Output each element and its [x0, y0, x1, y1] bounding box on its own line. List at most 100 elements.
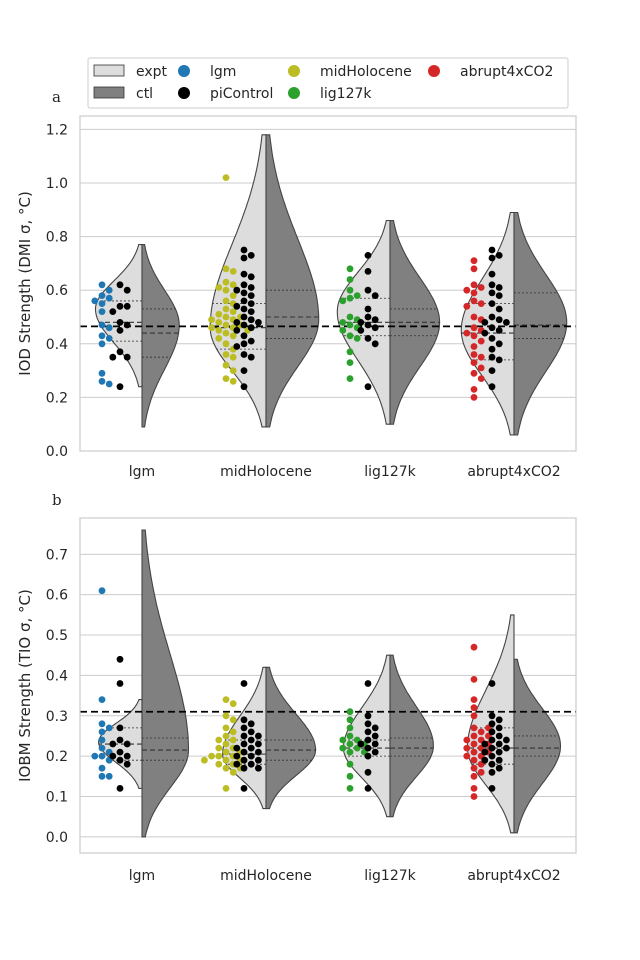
legend-swatch-ctl [93, 86, 125, 99]
x-tick-label-lig127k: lig127k [364, 464, 416, 480]
point-midholocene [222, 305, 230, 313]
point-midholocene [222, 329, 230, 337]
point-picontrol [240, 281, 248, 289]
point-abrupt4xco2 [470, 369, 478, 377]
point-picontrol [488, 736, 496, 744]
point-lgm [98, 744, 106, 752]
point-picontrol [488, 744, 496, 752]
point-picontrol [247, 728, 255, 736]
legend-label-ctl: ctl [136, 86, 153, 102]
point-lgm [105, 335, 113, 342]
point-abrupt4xco2 [470, 265, 478, 273]
point-lig127k [346, 332, 354, 340]
y-tick-label: 1.0 [46, 176, 68, 192]
point-picontrol [371, 324, 379, 332]
point-picontrol [247, 316, 255, 324]
point-picontrol [240, 748, 248, 756]
point-picontrol [488, 728, 496, 736]
point-abrupt4xco2 [470, 359, 478, 366]
point-picontrol [364, 252, 372, 259]
point-abrupt4xco2 [470, 764, 478, 772]
point-picontrol [364, 268, 372, 275]
point-picontrol [495, 764, 503, 772]
point-picontrol [488, 752, 496, 760]
point-picontrol [371, 316, 379, 324]
point-abrupt4xco2 [477, 728, 485, 736]
point-picontrol [364, 680, 372, 687]
panel-a: 0.0 0.2 0.4 0.6 0.8 1.0 1.2 lgm midHolocene lig12… [16, 115, 577, 480]
point-lig127k [346, 724, 354, 732]
point-lig127k [346, 716, 354, 724]
point-picontrol [247, 273, 255, 281]
point-picontrol [503, 319, 510, 326]
point-lig127k [346, 286, 354, 294]
point-midholocene [229, 281, 237, 289]
point-abrupt4xco2 [470, 732, 478, 740]
point-abrupt4xco2 [470, 386, 478, 393]
point-picontrol [240, 756, 248, 764]
point-midholocene [229, 332, 237, 340]
point-picontrol [255, 740, 262, 748]
point-picontrol [247, 300, 255, 307]
point-picontrol [364, 335, 372, 342]
point-picontrol [503, 744, 510, 752]
point-abrupt4xco2 [477, 364, 485, 372]
point-lig127k [346, 708, 354, 716]
point-abrupt4xco2 [470, 793, 478, 800]
point-lig127k [346, 276, 354, 283]
point-lgm [98, 292, 106, 299]
point-picontrol [495, 340, 503, 348]
point-picontrol [371, 340, 379, 348]
point-picontrol [371, 292, 379, 299]
point-abrupt4xco2 [470, 281, 478, 289]
point-lgm [98, 728, 106, 736]
point-lgm [105, 724, 113, 732]
point-abrupt4xco2 [470, 696, 478, 703]
point-picontrol [247, 324, 255, 332]
point-picontrol [109, 308, 117, 315]
point-midholocene [222, 712, 230, 720]
point-midholocene [215, 744, 223, 752]
point-lig127k [346, 760, 354, 768]
point-midholocene [215, 760, 223, 768]
legend-label-lgm: lgm [210, 64, 236, 80]
point-midholocene [215, 335, 223, 342]
point-picontrol [255, 748, 262, 756]
point-midholocene [229, 700, 237, 708]
point-midholocene [201, 756, 208, 764]
point-midholocene [222, 340, 230, 348]
ctl-violin-lgm [141, 244, 180, 428]
point-picontrol [371, 732, 379, 740]
point-lig127k [346, 348, 354, 356]
plot-frame [79, 115, 577, 452]
point-picontrol [240, 351, 248, 358]
point-lig127k [339, 744, 347, 752]
point-abrupt4xco2 [463, 736, 471, 744]
point-lig127k [346, 375, 354, 382]
point-midholocene [208, 316, 216, 324]
point-midholocene [215, 319, 223, 326]
point-picontrol [364, 785, 372, 792]
point-lgm [98, 377, 106, 385]
point-picontrol [364, 712, 372, 720]
point-picontrol [481, 329, 489, 337]
point-picontrol [495, 305, 503, 313]
point-abrupt4xco2 [470, 289, 478, 297]
point-abrupt4xco2 [470, 676, 478, 683]
legend-marker-abrupt4xco2 [428, 65, 440, 77]
point-midholocene [222, 265, 230, 273]
point-abrupt4xco2 [470, 313, 478, 321]
point-picontrol [247, 252, 255, 259]
point-picontrol [357, 740, 365, 748]
x-tick-label-midholocene: midHolocene [220, 464, 312, 480]
x-tick-label-lgm: lgm [129, 868, 155, 884]
point-picontrol [503, 736, 510, 744]
point-midholocene [229, 367, 237, 374]
point-picontrol [488, 353, 496, 361]
y-tick-label: 0.4 [46, 337, 68, 353]
point-lig127k [346, 732, 354, 740]
point-picontrol [488, 760, 496, 768]
point-picontrol [488, 345, 496, 353]
point-picontrol [495, 327, 503, 334]
point-lgm [91, 297, 99, 305]
